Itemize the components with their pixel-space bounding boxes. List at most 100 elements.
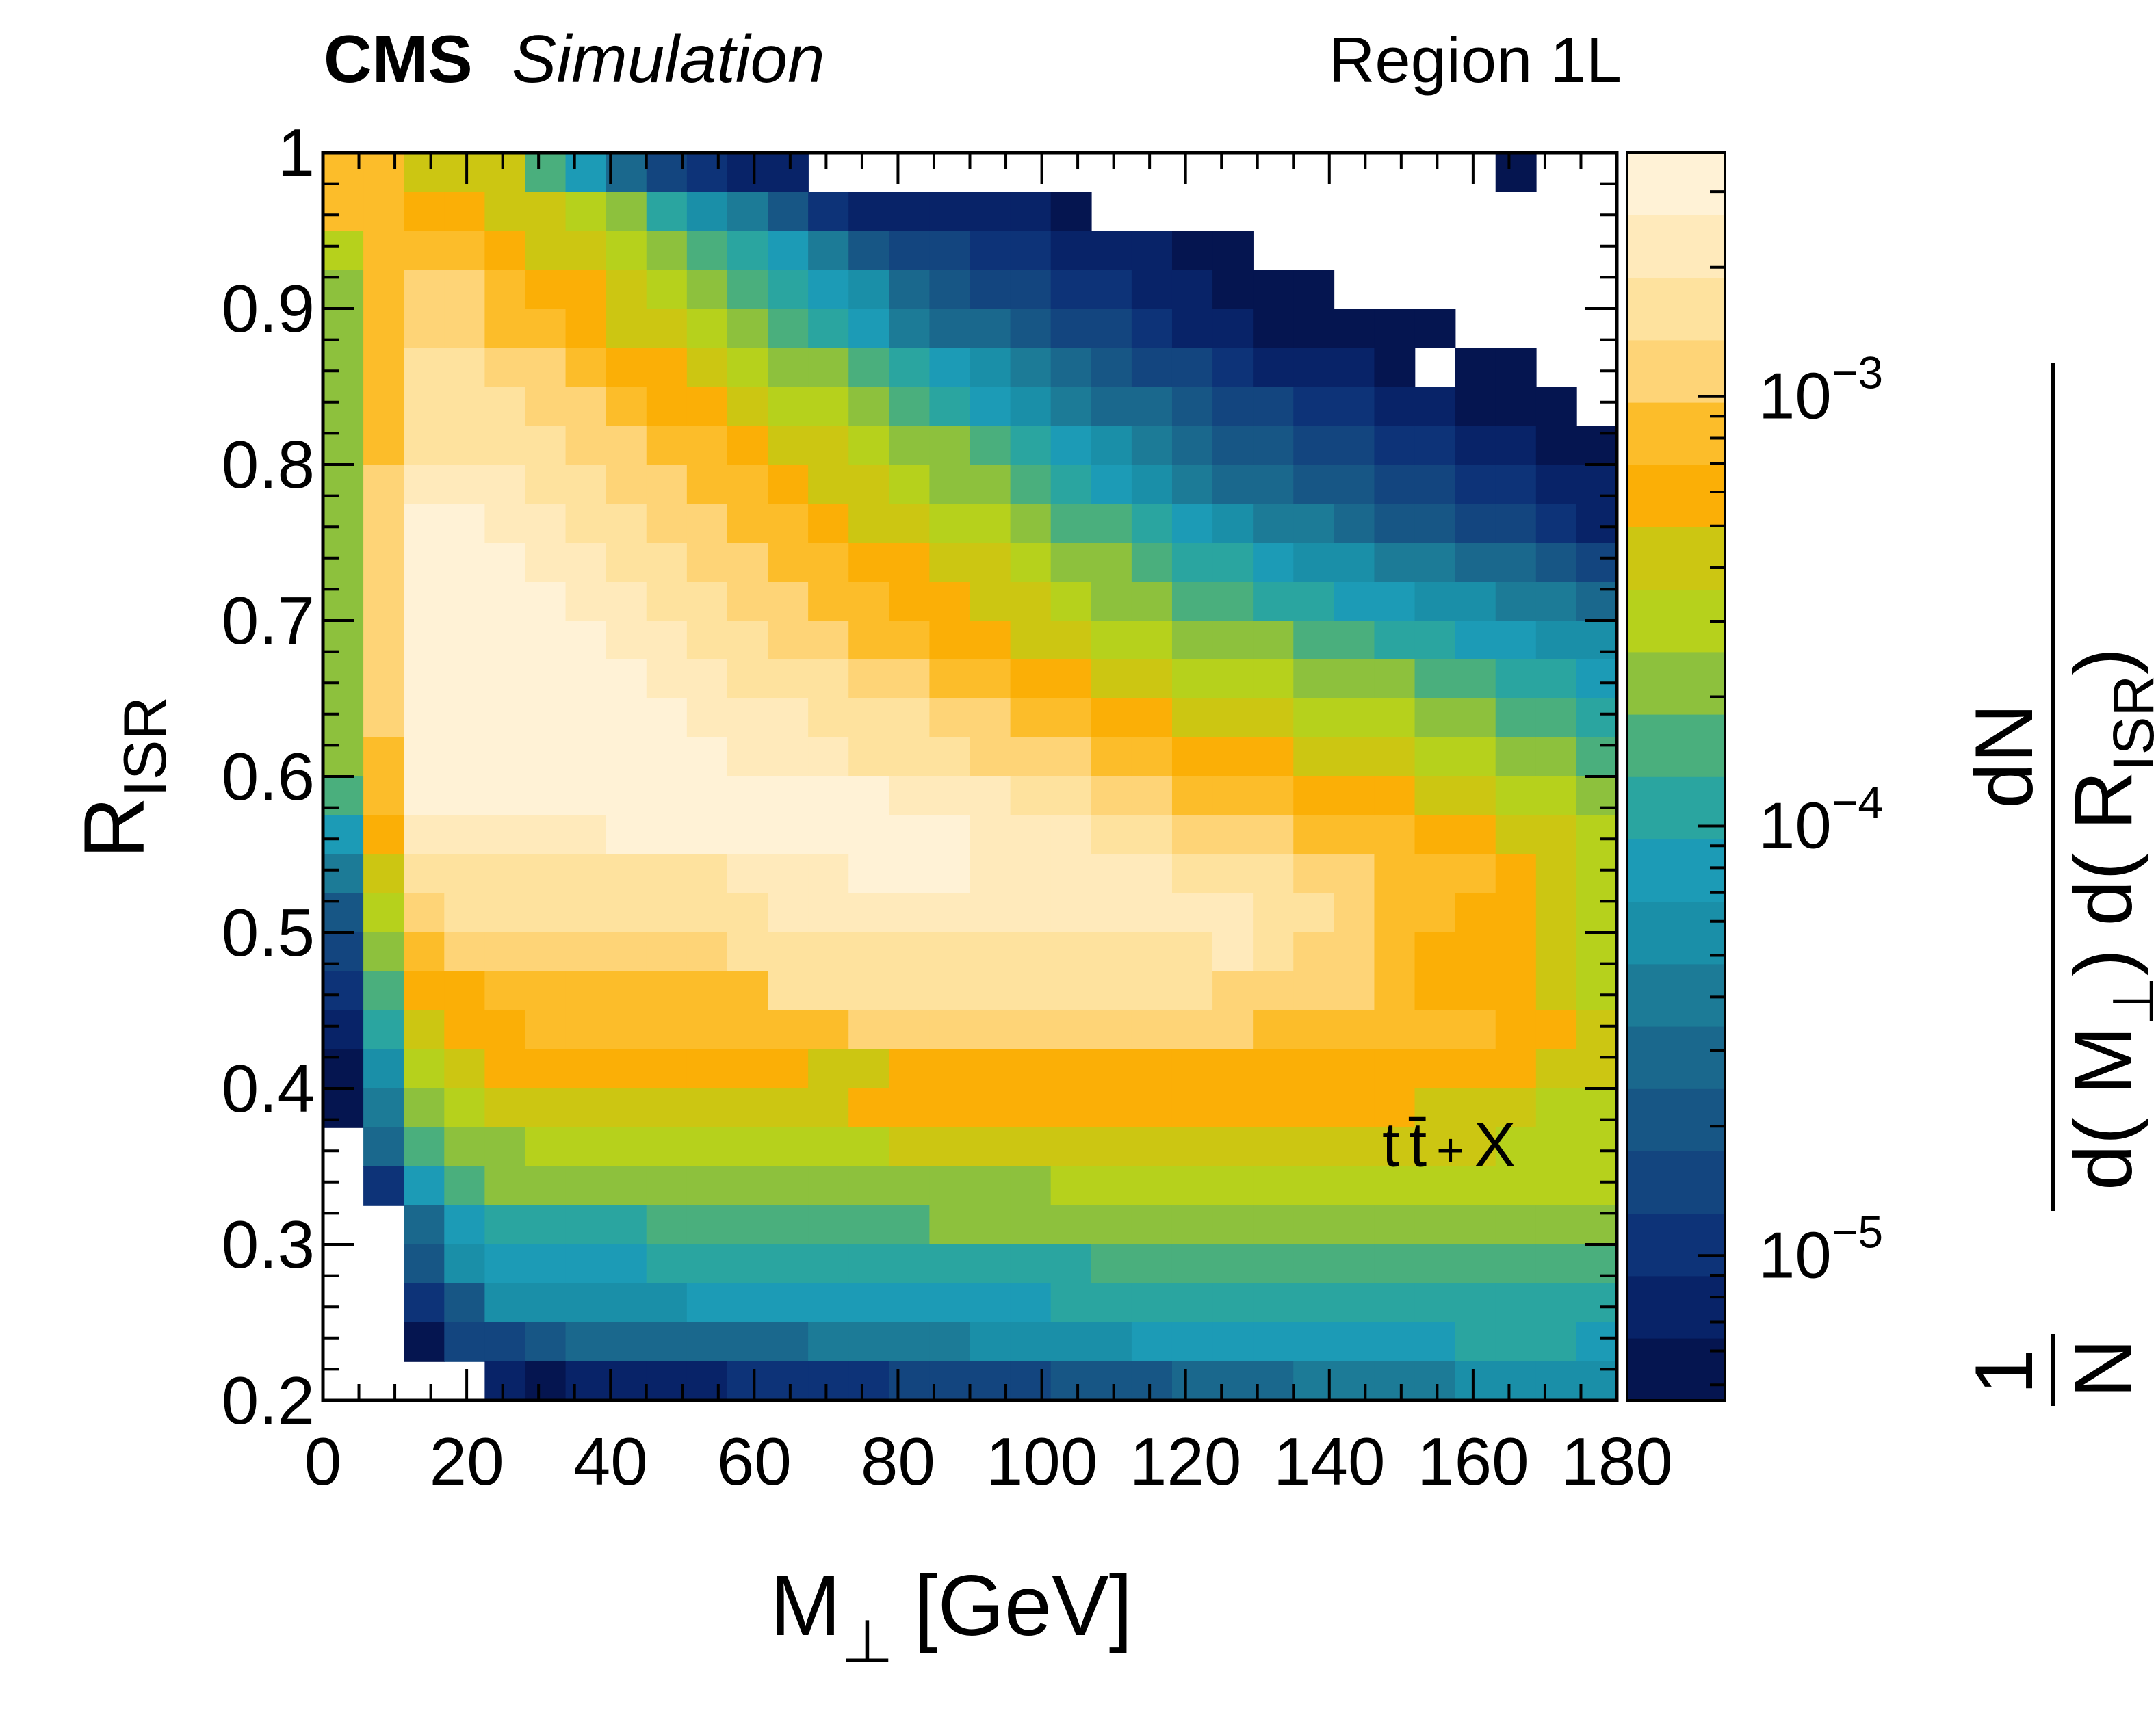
heatmap-cell xyxy=(1495,387,1537,426)
heatmap-cell xyxy=(1171,543,1213,582)
heatmap-cell xyxy=(1131,1322,1173,1362)
heatmap-cell xyxy=(686,971,728,1011)
heatmap-cell xyxy=(727,465,768,504)
heatmap-cell xyxy=(1253,1049,1295,1089)
heatmap-cell xyxy=(727,815,768,855)
heatmap-cell xyxy=(686,1049,728,1089)
heatmap-cell xyxy=(1293,1127,1335,1167)
heatmap-cell xyxy=(1253,621,1295,660)
heatmap-cell xyxy=(1576,698,1618,738)
heatmap-cell xyxy=(1131,582,1173,621)
heatmap-cell xyxy=(646,426,688,465)
heatmap-cell xyxy=(1050,231,1092,270)
colorbar-swatch xyxy=(1627,277,1725,341)
heatmap-cell xyxy=(970,815,1011,855)
heatmap-cell xyxy=(565,893,607,933)
heatmap-cell xyxy=(1495,737,1537,777)
heatmap-cell xyxy=(1334,387,1375,426)
heatmap-cell xyxy=(323,659,364,699)
heatmap-cell xyxy=(1010,1166,1052,1206)
heatmap-cell xyxy=(323,1010,364,1050)
heatmap-cell xyxy=(727,270,768,309)
heatmap-cell xyxy=(1050,582,1092,621)
heatmap-cell xyxy=(323,270,364,309)
heatmap-cell xyxy=(808,737,850,777)
heatmap-cell xyxy=(1495,543,1537,582)
heatmap-cell xyxy=(1374,465,1416,504)
heatmap-cell xyxy=(889,815,931,855)
heatmap-cell xyxy=(970,971,1011,1011)
heatmap-cell xyxy=(1535,621,1577,660)
heatmap-cell xyxy=(363,737,404,777)
heatmap-cell xyxy=(970,192,1011,231)
heatmap-cell xyxy=(727,854,768,894)
x-tick-label: 60 xyxy=(717,1424,792,1499)
heatmap-cell xyxy=(606,1088,647,1128)
heatmap-cell xyxy=(808,1049,850,1089)
heatmap-cell xyxy=(404,815,445,855)
heatmap-cell xyxy=(1131,309,1173,348)
heatmap-cell xyxy=(323,426,364,465)
heatmap-cell xyxy=(1050,192,1092,231)
heatmap-cell xyxy=(1414,621,1456,660)
heatmap-cell xyxy=(565,698,607,738)
heatmap-cell xyxy=(1050,504,1092,543)
heatmap-cell xyxy=(444,698,486,738)
heatmap-cell xyxy=(1455,1205,1496,1245)
heatmap-cell xyxy=(970,932,1011,972)
y-axis-tick-labels: 0.2 0.3 0.4 0.5 0.6 0.7 0.8 0.9 1 xyxy=(222,115,315,1438)
heatmap-cell xyxy=(1050,698,1092,738)
heatmap-cell xyxy=(768,659,809,699)
heatmap-cell xyxy=(646,231,688,270)
heatmap-cell xyxy=(929,426,971,465)
heatmap-cell xyxy=(848,737,890,777)
x-tick-label: 0 xyxy=(304,1424,342,1499)
heatmap-cell xyxy=(1050,815,1092,855)
heatmap-cell xyxy=(1374,309,1416,348)
heatmap-cell xyxy=(444,776,486,816)
heatmap-cell xyxy=(1455,1361,1496,1401)
heatmap-cell xyxy=(808,192,850,231)
heatmap-cell xyxy=(1576,1049,1618,1089)
heatmap-cell xyxy=(444,971,486,1011)
heatmap-cell xyxy=(889,582,931,621)
heatmap-cell xyxy=(525,1244,567,1284)
heatmap-cell xyxy=(1010,231,1052,270)
heatmap-cell xyxy=(1293,1283,1335,1323)
heatmap-cell xyxy=(686,1088,728,1128)
heatmap-cell xyxy=(808,1361,850,1401)
heatmap-cell xyxy=(1091,1361,1132,1401)
heatmap-cell xyxy=(363,1010,404,1050)
heatmap-cell xyxy=(889,192,931,231)
colorbar-tick-label: 10−5 xyxy=(1758,1206,1883,1292)
heatmap-cell xyxy=(1293,1010,1335,1050)
heatmap-cell xyxy=(1576,1088,1618,1128)
heatmap-cell xyxy=(1414,1205,1456,1245)
heatmap-cell xyxy=(1171,698,1213,738)
heatmap-cell xyxy=(1091,504,1132,543)
heatmap-cell xyxy=(1010,1244,1052,1284)
heatmap-cell xyxy=(363,582,404,621)
heatmap-cell xyxy=(1576,776,1618,816)
heatmap-cell xyxy=(404,621,445,660)
heatmap-cell xyxy=(1091,270,1132,309)
heatmap-cell xyxy=(323,465,364,504)
heatmap-cell xyxy=(970,1049,1011,1089)
heatmap-cell xyxy=(646,893,688,933)
heatmap-cell xyxy=(1253,776,1295,816)
heatmap-cell xyxy=(484,621,526,660)
heatmap-cell xyxy=(646,348,688,387)
heatmap-cell xyxy=(1010,426,1052,465)
heatmap-cell xyxy=(848,1127,890,1167)
heatmap-cell xyxy=(929,971,971,1011)
heatmap-cell xyxy=(768,1088,809,1128)
heatmap-cell xyxy=(848,1361,890,1401)
heatmap-cell xyxy=(323,504,364,543)
heatmap-cell xyxy=(525,465,567,504)
heatmap-cell xyxy=(1374,387,1416,426)
heatmap-cell xyxy=(444,1166,486,1206)
heatmap-cell xyxy=(1131,659,1173,699)
heatmap-cell xyxy=(1050,1244,1092,1284)
heatmap-cell xyxy=(1212,426,1254,465)
heatmap-cell xyxy=(1253,426,1295,465)
